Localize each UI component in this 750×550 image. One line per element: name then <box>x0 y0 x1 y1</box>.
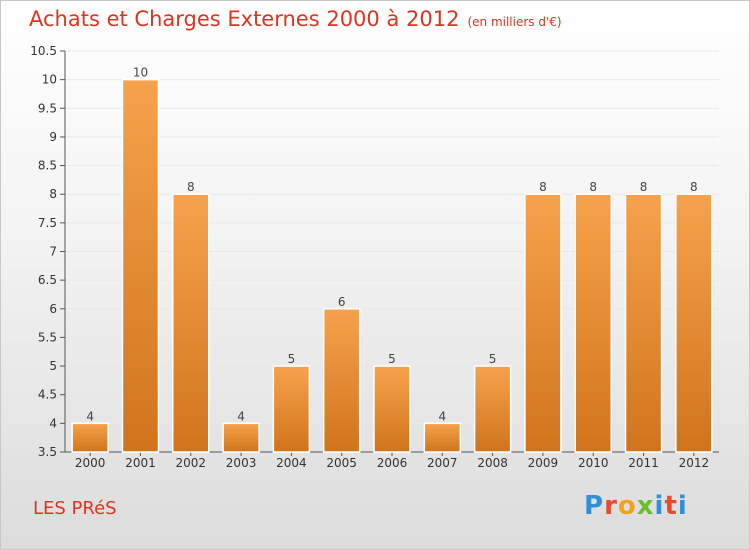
y-tick-label: 6.5 <box>38 273 57 287</box>
y-tick-label: 9.5 <box>38 101 57 115</box>
bar <box>524 193 562 453</box>
chart-title: Achats et Charges Externes 2000 à 2012 (e… <box>29 7 562 31</box>
y-tick-label: 9 <box>49 130 57 144</box>
data-label: 8 <box>589 180 597 194</box>
y-tick-label: 5 <box>49 359 57 373</box>
bar <box>423 422 462 453</box>
data-label: 8 <box>640 180 648 194</box>
bar <box>624 193 663 453</box>
bar <box>675 193 713 453</box>
data-label: 10 <box>133 66 148 80</box>
chart-unit: (en milliers d'€) <box>467 15 562 29</box>
data-label: 8 <box>539 180 547 194</box>
y-tick-label: 6 <box>49 302 57 316</box>
data-label: 4 <box>438 409 446 423</box>
bar <box>322 308 361 453</box>
x-tick-label: 2010 <box>578 456 609 470</box>
x-tick-label: 2007 <box>427 456 458 470</box>
y-tick-label: 4 <box>49 416 57 430</box>
bar <box>172 193 210 453</box>
data-label: 4 <box>86 409 94 423</box>
logo-letter: i <box>677 491 688 521</box>
y-tick-label: 7.5 <box>38 216 57 230</box>
bar <box>222 422 260 453</box>
x-tick-label: 2004 <box>276 456 307 470</box>
y-tick-label: 5.5 <box>38 330 57 344</box>
bar <box>373 365 411 453</box>
labels: 3.5 4 4.5 5 5.5 6 6.5 7 7.5 8 8.5 9 9.5 10 10.5 4 2000 10… <box>30 44 709 470</box>
bar <box>574 193 612 453</box>
x-tick-label: 2005 <box>326 456 357 470</box>
y-tick-label: 4.5 <box>38 388 57 402</box>
logo-letter: o <box>617 491 637 521</box>
x-tick-label: 2011 <box>628 456 659 470</box>
proxiti-logo: Proxiti <box>584 491 688 521</box>
x-tick-label: 2003 <box>226 456 257 470</box>
x-tick-label: 2006 <box>377 456 408 470</box>
data-label: 5 <box>288 352 296 366</box>
data-label: 5 <box>489 352 497 366</box>
x-tick-label: 2008 <box>477 456 508 470</box>
logo-letter: t <box>664 491 678 521</box>
x-tick-label: 2002 <box>175 456 206 470</box>
data-label: 8 <box>690 180 698 194</box>
y-tick-label: 10 <box>42 73 57 87</box>
city-name: LES PRéS <box>33 498 117 519</box>
data-label: 5 <box>388 352 396 366</box>
x-tick-label: 2001 <box>125 456 156 470</box>
y-tick-label: 3.5 <box>38 445 57 459</box>
data-label: 4 <box>237 409 245 423</box>
bar <box>272 365 311 453</box>
x-tick-label: 2009 <box>528 456 559 470</box>
bars <box>71 78 713 453</box>
y-tick-label: 7 <box>49 245 57 259</box>
logo-letter: i <box>654 491 665 521</box>
x-tick-label: 2012 <box>679 456 710 470</box>
chart-title-text: Achats et Charges Externes 2000 à 2012 <box>29 7 460 31</box>
logo-letter: x <box>636 491 655 521</box>
y-tick-label: 10.5 <box>30 44 57 58</box>
y-tick-label: 8.5 <box>38 159 57 173</box>
bar <box>121 78 160 453</box>
data-label: 6 <box>338 295 346 309</box>
x-tick-label: 2000 <box>75 456 106 470</box>
bar <box>473 365 512 453</box>
y-tick-label: 8 <box>49 187 57 201</box>
bar <box>71 422 109 453</box>
data-label: 8 <box>187 180 195 194</box>
logo-letter: P <box>584 491 605 521</box>
logo-letter: r <box>604 491 618 521</box>
